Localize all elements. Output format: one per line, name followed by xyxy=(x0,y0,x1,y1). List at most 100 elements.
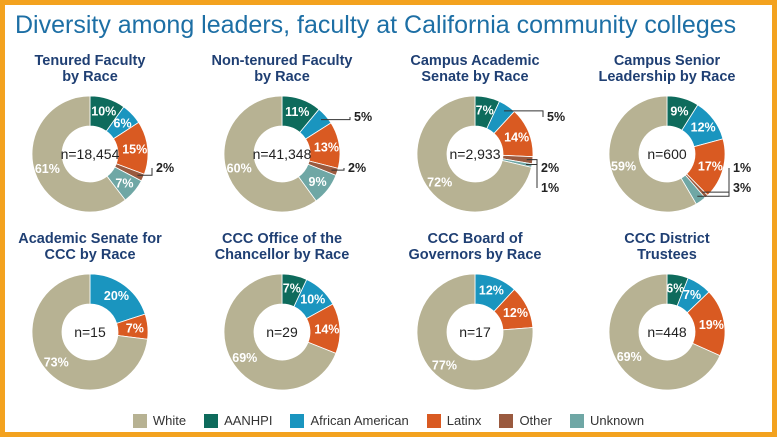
leader-line xyxy=(331,168,345,171)
chart-title: CCC District xyxy=(624,231,710,247)
page-title: Diversity among leaders, faculty at Cali… xyxy=(15,11,737,39)
chart-title: by Race xyxy=(62,69,118,85)
slice-label: 60% xyxy=(227,161,252,175)
slice-label: 1% xyxy=(541,181,559,195)
legend-item: Latinx xyxy=(426,413,482,428)
legend-item: AANHPI xyxy=(204,413,272,428)
pie-slice-white xyxy=(608,273,721,391)
slice-label: 72% xyxy=(427,175,452,189)
legend-label: White xyxy=(152,413,187,428)
slice-label: 20% xyxy=(104,289,129,303)
slice-label: 13% xyxy=(314,140,339,154)
leader-line xyxy=(137,168,153,176)
chart-title: Campus Senior xyxy=(614,53,721,69)
sample-size-label: n=2,933 xyxy=(450,146,501,162)
slice-label: 5% xyxy=(547,110,565,124)
slice-label: 15% xyxy=(122,143,147,157)
chart-title: Leadership by Race xyxy=(599,69,736,85)
chart-title: CCC Board of xyxy=(427,231,522,247)
slice-label: 10% xyxy=(300,293,325,307)
pie-slice-white xyxy=(416,95,532,213)
chart-title: Campus Academic xyxy=(410,53,539,69)
slice-label: 69% xyxy=(232,351,257,365)
slice-label: 7% xyxy=(476,104,494,118)
slice-label: 61% xyxy=(35,162,60,176)
slice-label: 3% xyxy=(733,181,751,195)
sample-size-label: n=17 xyxy=(459,324,491,340)
slice-label: 6% xyxy=(114,116,132,130)
slice-label: 14% xyxy=(314,323,339,337)
sample-size-label: n=29 xyxy=(266,324,298,340)
slice-label: 9% xyxy=(309,175,327,189)
slice-label: 69% xyxy=(617,350,642,364)
slice-label: 7% xyxy=(683,288,701,302)
slice-label: 73% xyxy=(44,355,69,369)
chart-title: by Race xyxy=(254,69,310,85)
sample-size-label: n=448 xyxy=(647,324,687,340)
chart-title: Senate by Race xyxy=(421,69,528,85)
chart-title: Tenured Faculty xyxy=(35,53,146,69)
slice-label: 59% xyxy=(611,159,636,173)
pie-slice-white xyxy=(223,95,317,213)
pie-slice-white xyxy=(223,273,337,391)
legend-label: African American xyxy=(310,413,409,428)
sample-size-label: n=41,348 xyxy=(253,146,312,162)
pie-slice-white xyxy=(31,95,126,213)
chart-title: Chancellor by Race xyxy=(215,247,350,263)
chart-frame: Diversity among leaders, faculty at Cali… xyxy=(5,5,772,432)
slice-label: 17% xyxy=(698,159,723,173)
leader-line xyxy=(503,110,544,117)
slice-label: 7% xyxy=(115,176,133,190)
slice-label: 12% xyxy=(503,306,528,320)
slice-label: 5% xyxy=(354,110,372,124)
slice-label: 10% xyxy=(91,105,116,119)
sample-size-label: n=600 xyxy=(647,146,687,162)
pie-slice-white xyxy=(31,273,148,391)
legend-label: Unknown xyxy=(589,413,645,428)
slice-label: 2% xyxy=(541,161,559,175)
slice-label: 6% xyxy=(666,281,684,295)
legend-label: Latinx xyxy=(446,413,482,428)
chart-title: Trustees xyxy=(637,247,697,263)
slice-label: 1% xyxy=(733,161,751,175)
leader-line xyxy=(697,188,730,197)
chart-title: CCC by Race xyxy=(44,247,135,263)
legend-swatch xyxy=(204,413,219,428)
legend-swatch xyxy=(290,413,305,428)
legend-item: African American xyxy=(290,413,409,428)
legend-item: White xyxy=(132,413,187,428)
leader-line xyxy=(321,117,351,121)
legend-swatch xyxy=(132,413,147,428)
legend-swatch xyxy=(426,413,441,428)
sample-size-label: n=15 xyxy=(74,324,106,340)
slice-label: 12% xyxy=(691,121,716,135)
leader-line xyxy=(525,163,538,188)
legend: White AANHPI African American Latinx Other Un… xyxy=(5,413,772,428)
sample-size-label: n=18,454 xyxy=(61,146,120,162)
legend-swatch xyxy=(499,413,514,428)
slice-label: 2% xyxy=(156,161,174,175)
slice-label: 2% xyxy=(348,161,366,175)
legend-label: AANHPI xyxy=(224,413,273,428)
pie-slice-white xyxy=(416,273,534,391)
slice-label: 12% xyxy=(479,284,504,298)
slice-label: 77% xyxy=(432,359,457,373)
slice-label: 19% xyxy=(699,318,724,332)
chart-title: Governors by Race xyxy=(409,247,542,263)
legend-label: Other xyxy=(519,413,552,428)
chart-title: Academic Senate for xyxy=(18,231,162,247)
chart-title: Non-tenured Faculty xyxy=(212,53,353,69)
pie-slice-white xyxy=(608,95,697,213)
slice-label: 14% xyxy=(504,130,529,144)
slice-label: 7% xyxy=(126,321,144,335)
legend-item: Unknown xyxy=(569,413,645,428)
chart-title: CCC Office of the xyxy=(222,231,342,247)
slice-label: 9% xyxy=(670,104,688,118)
